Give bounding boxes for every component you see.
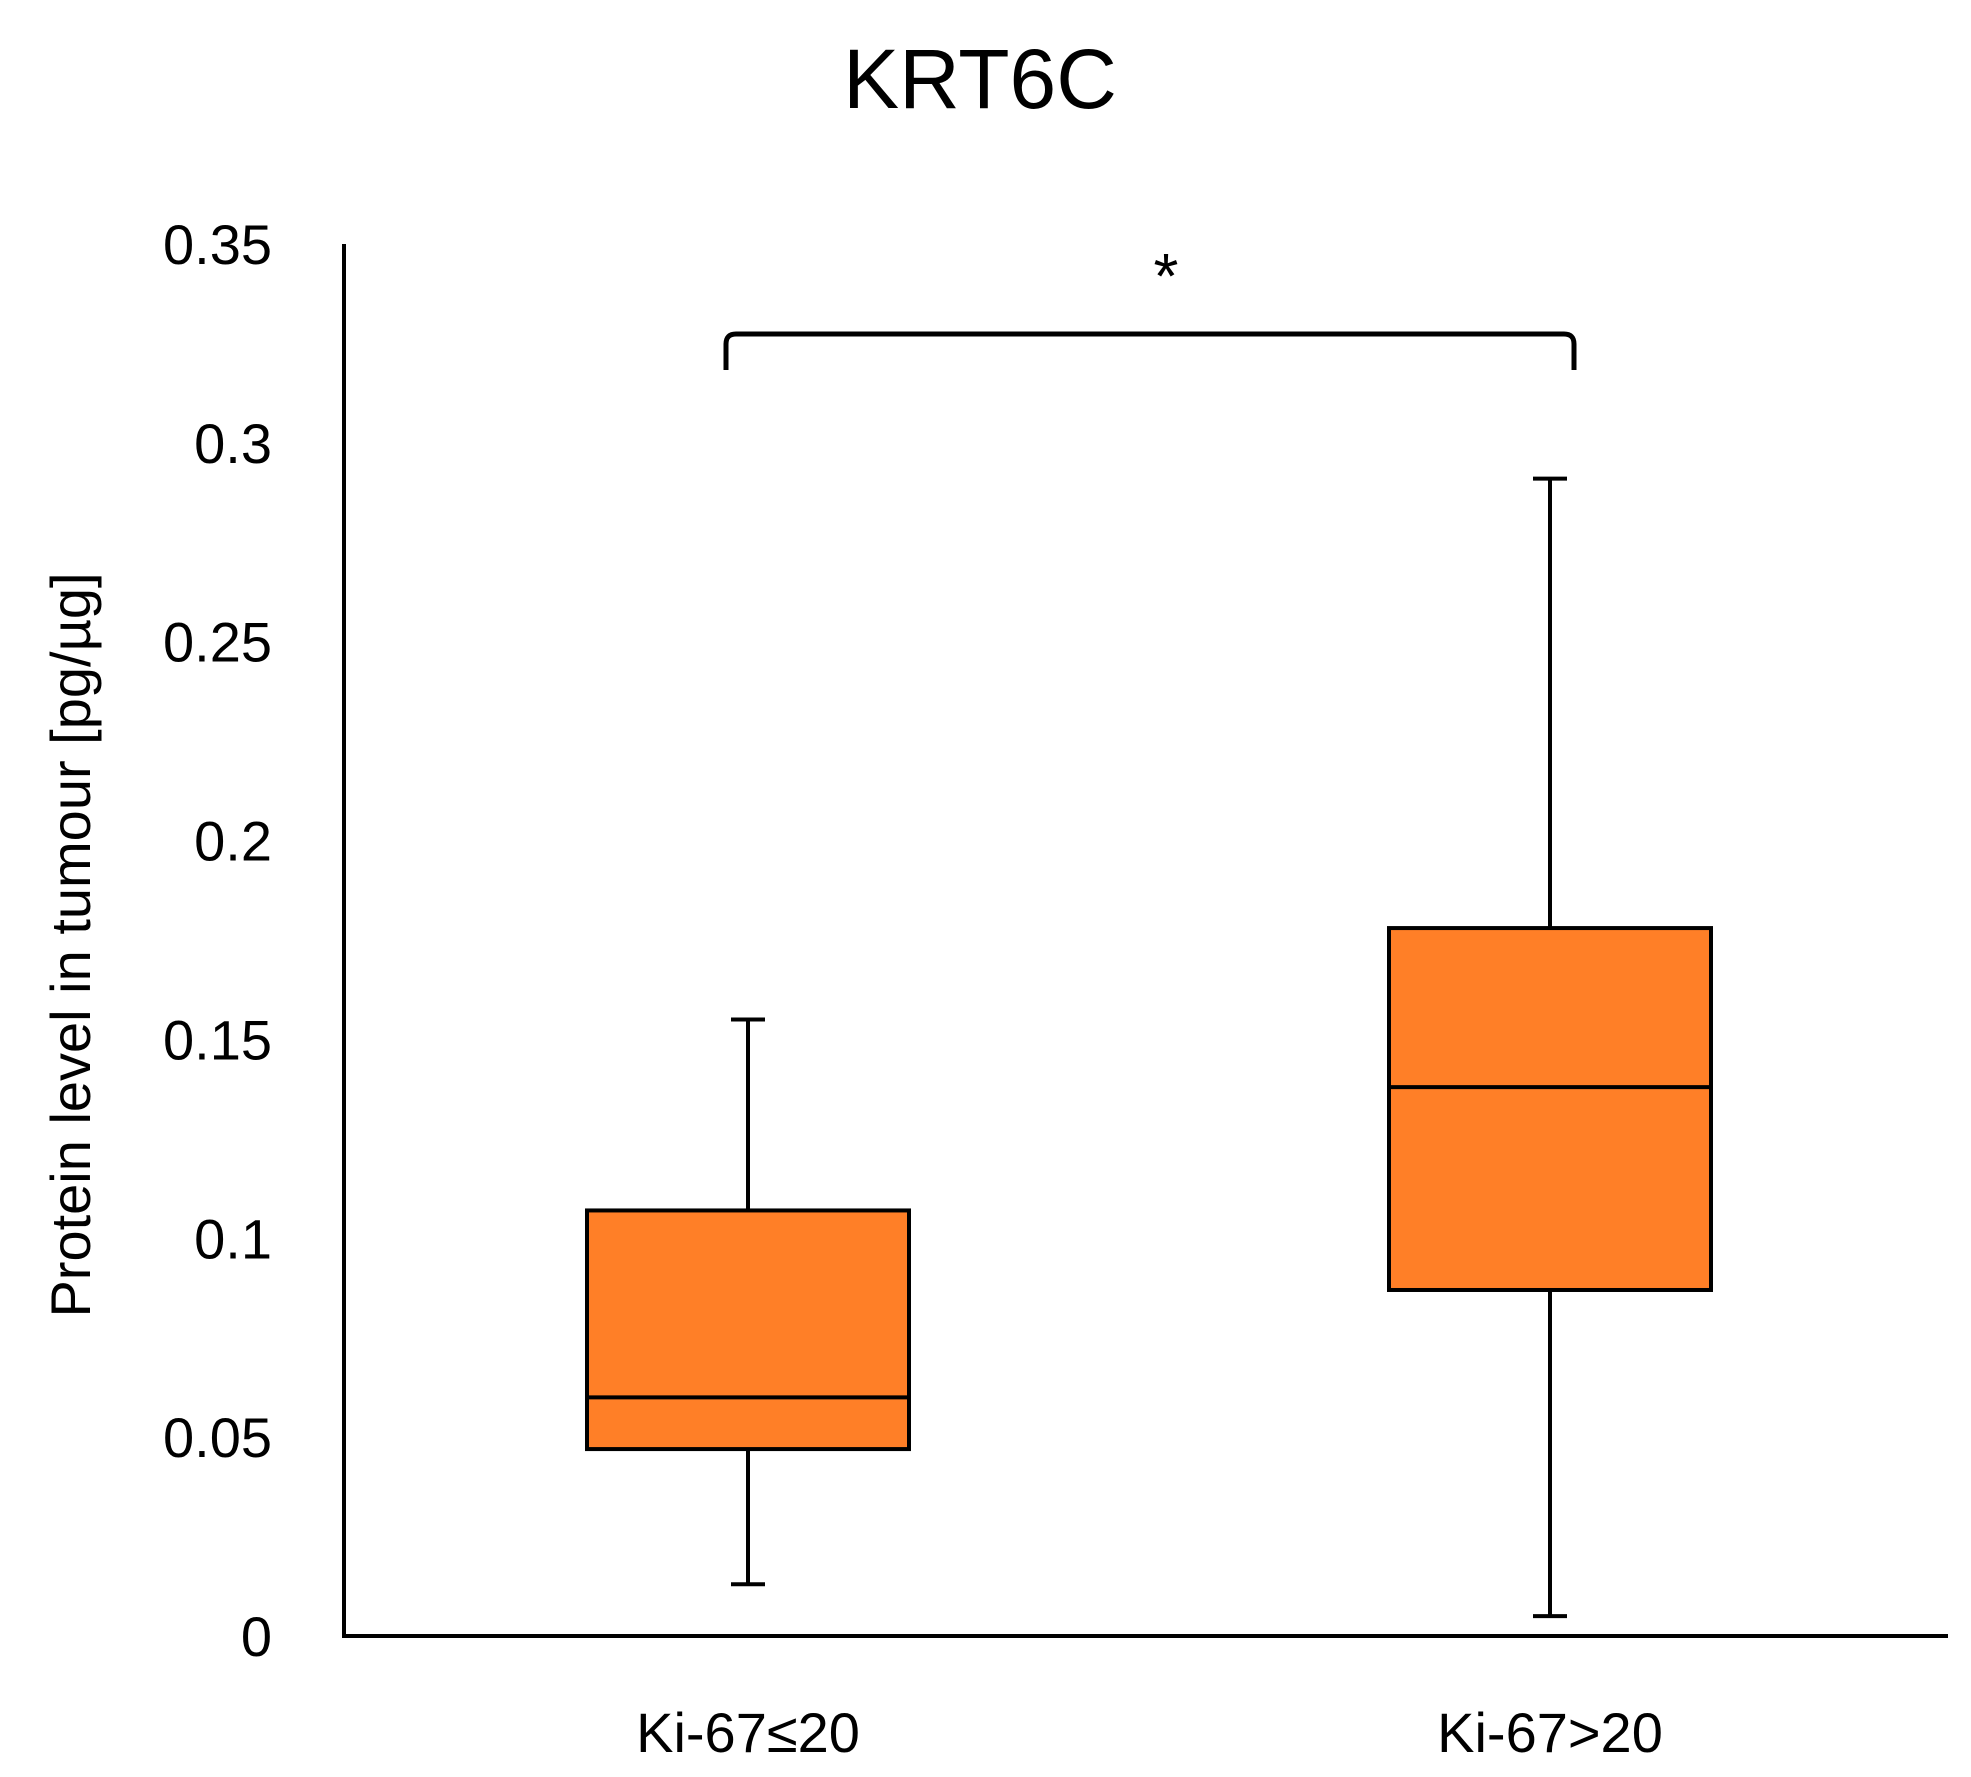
y-tick-label: 0.25 xyxy=(163,611,272,674)
y-tick-label: 0.2 xyxy=(194,810,272,873)
iqr-box xyxy=(1387,926,1713,1292)
y-tick-label: 0 xyxy=(241,1605,272,1668)
y-tick-label: 0.35 xyxy=(163,213,272,276)
chart-title: KRT6C xyxy=(843,32,1117,126)
y-tick-label: 0.05 xyxy=(163,1406,272,1469)
y-axis-ticks: 0 0.05 0.1 0.15 0.2 0.25 0.3 0.35 xyxy=(163,213,272,1668)
x-axis-categories: Ki-67≤20 Ki-67>20 xyxy=(636,1701,1663,1764)
y-tick-label: 0.1 xyxy=(194,1207,272,1270)
significance-bracket xyxy=(723,331,1577,370)
y-tick-label: 0.15 xyxy=(163,1008,272,1071)
x-tick-label: Ki-67≤20 xyxy=(636,1701,860,1764)
box-group xyxy=(585,1017,911,1587)
significance-bracket-group: * xyxy=(723,240,1577,370)
significance-marker: * xyxy=(1154,240,1179,312)
y-axis-label: Protein level in tumour [pg/µg] xyxy=(39,572,102,1317)
y-tick-label: 0.3 xyxy=(194,412,272,475)
x-tick-label: Ki-67>20 xyxy=(1437,1701,1663,1764)
boxes xyxy=(585,476,1713,1619)
iqr-box xyxy=(585,1208,911,1452)
box-group xyxy=(1387,476,1713,1619)
